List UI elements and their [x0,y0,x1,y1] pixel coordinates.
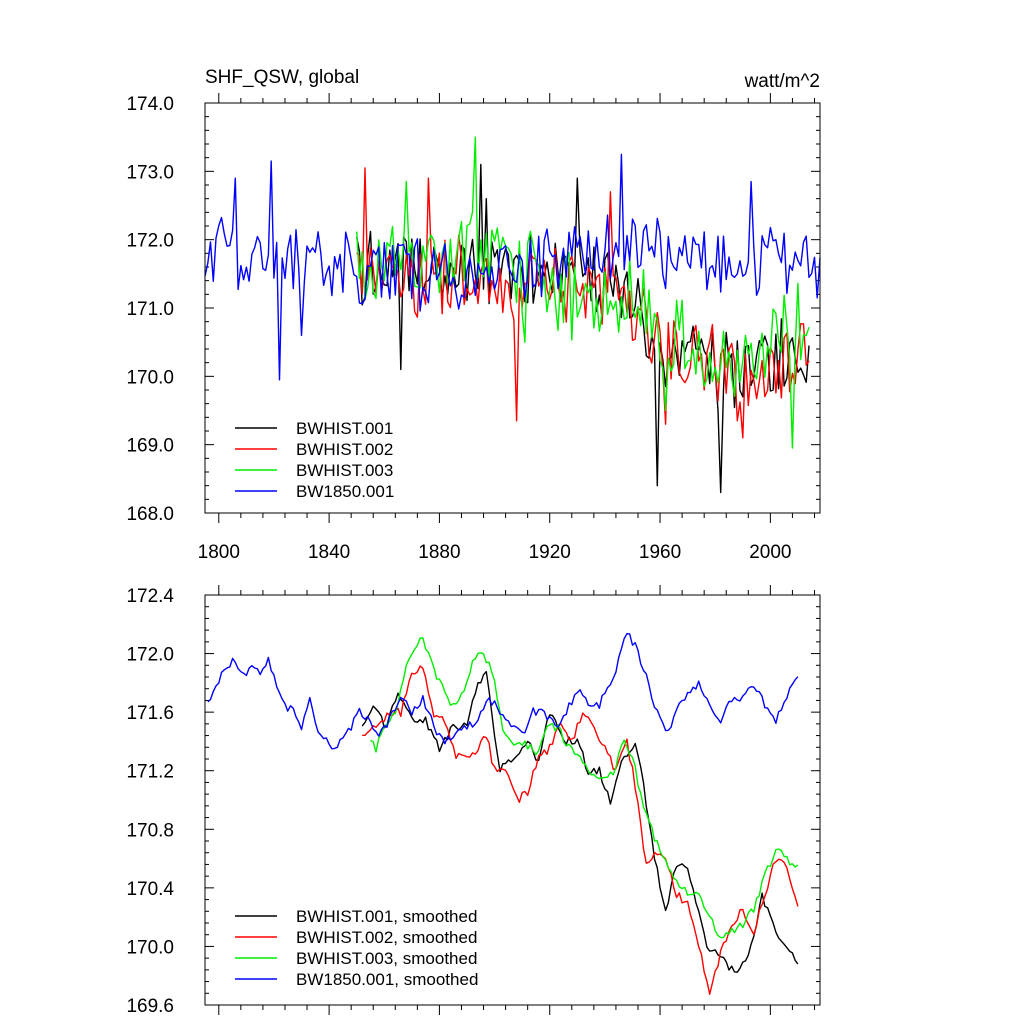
top-axes: 168.0 169.0 170.0 171.0 172.0 173.0 174.0 1800 1… [126,93,820,563]
x-tick-label: 1840 [308,542,350,563]
y-tick-label: 168.0 [126,504,174,525]
x-tick-label: 1960 [639,542,681,563]
legend-label: BWHIST.002, smoothed [296,928,477,947]
legend-label: BWHIST.001 [296,419,393,438]
legend-label: BW1850.001, smoothed [296,970,478,989]
y-tick-label: 171.2 [126,762,174,783]
bottom-series-line-bw1850-001 [207,633,799,750]
legend-label: BWHIST.002 [296,440,393,459]
bottom-axes: 169.6 170.0 170.4 170.8 171.2 171.6 172.0 172.4 [126,585,820,1017]
y-tick-label: 169.6 [126,996,174,1017]
y-tick-label: 172.0 [126,645,174,666]
y-tick-label: 169.0 [126,436,174,457]
units-label: watt/m^2 [744,71,820,92]
top-legend: BWHIST.001 BWHIST.002 BWHIST.003 BW1850.001 [235,419,394,501]
y-tick-label: 170.0 [126,367,174,388]
x-tick-label: 1920 [529,542,571,563]
bottom-series-line-bwhist-002 [362,665,799,995]
top-series-line-bwhist-003 [356,136,810,449]
bottom-plot-frame [204,594,821,1006]
top-series-group [204,136,821,494]
y-tick-label: 170.4 [126,879,174,900]
y-tick-label: 171.0 [126,299,174,320]
top-plot-frame [204,102,821,514]
x-tick-label: 1800 [198,542,240,563]
bottom-legend: BWHIST.001, smoothed BWHIST.002, smoothed… [235,907,478,989]
bottom-series-line-bwhist-001 [361,670,799,973]
bottom-series-group [207,633,799,995]
legend-label: BWHIST.003, smoothed [296,949,477,968]
legend-label: BW1850.001 [296,482,394,501]
y-tick-label: 170.8 [126,820,174,841]
chart-title: SHF_QSW, global [205,67,359,88]
y-tick-label: 172.4 [126,586,174,607]
legend-label: BWHIST.003 [296,461,393,480]
y-tick-label: 170.0 [126,937,174,958]
y-tick-label: 174.0 [126,94,174,115]
top-chart-panel: SHF_QSW, global watt/m^2 168.0 169.0 170.0… [126,67,821,563]
x-tick-label: 1880 [418,542,460,563]
y-tick-label: 173.0 [126,162,174,183]
y-tick-label: 172.0 [126,231,174,252]
bottom-chart-panel: 169.6 170.0 170.4 170.8 171.2 171.6 172.0 172.4… [126,585,821,1017]
x-tick-label: 2000 [749,542,791,563]
legend-label: BWHIST.001, smoothed [296,907,477,926]
y-tick-label: 171.6 [126,703,174,724]
bottom-series-line-bwhist-003 [370,637,799,939]
top-series-line-bw1850-001 [204,153,821,381]
